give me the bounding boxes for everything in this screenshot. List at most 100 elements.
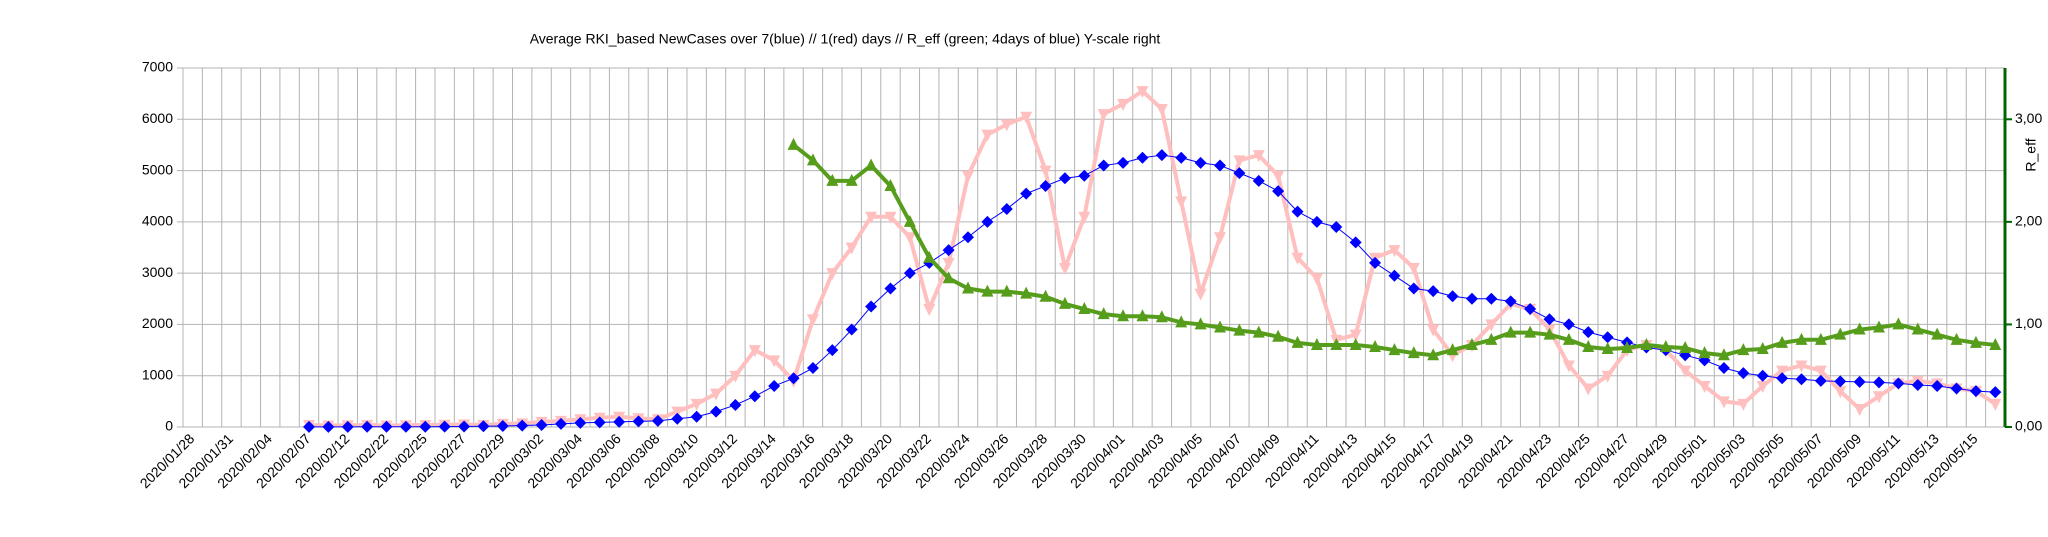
data-marker: [748, 345, 761, 358]
data-marker: [1175, 315, 1188, 328]
data-marker: [1814, 365, 1827, 378]
data-marker: [845, 242, 858, 255]
data-marker: [942, 271, 955, 284]
data-marker: [1117, 309, 1130, 322]
data-marker: [1039, 289, 1052, 302]
data-marker: [1233, 323, 1246, 336]
data-marker: [361, 420, 374, 433]
data-marker: [1272, 329, 1285, 342]
data-marker: [1834, 375, 1847, 388]
data-marker: [1465, 337, 1478, 350]
data-marker: [1252, 150, 1265, 163]
data-marker: [1136, 151, 1149, 164]
data-marker: [1078, 302, 1091, 315]
data-marker: [1310, 273, 1323, 286]
data-marker: [1950, 382, 1963, 395]
data-marker: [1349, 236, 1362, 249]
data-marker: [380, 420, 393, 433]
data-marker: [1058, 263, 1071, 276]
data-marker: [690, 410, 703, 423]
data-marker: [1272, 170, 1285, 183]
data-marker: [845, 173, 858, 186]
data-marker: [554, 417, 567, 430]
y2-tick-label: 3,00: [2015, 110, 2042, 126]
data-marker: [671, 412, 684, 425]
data-marker: [1272, 185, 1285, 198]
data-marker: [1427, 285, 1440, 298]
data-marker: [1194, 156, 1207, 169]
data-marker: [1873, 320, 1886, 333]
data-marker: [1524, 303, 1537, 316]
data-marker: [1078, 169, 1091, 182]
data-marker: [710, 405, 723, 418]
data-marker: [1717, 348, 1730, 361]
data-marker: [1310, 215, 1323, 228]
data-marker: [1000, 284, 1013, 297]
data-marker: [1330, 220, 1343, 233]
data-marker: [768, 355, 781, 368]
data-marker: [903, 214, 916, 227]
data-marker: [1543, 327, 1556, 340]
y2-tick-label: 2,00: [2015, 213, 2042, 229]
data-marker: [1388, 343, 1401, 356]
y-tick-label: 1000: [142, 366, 173, 382]
data-marker: [865, 158, 878, 171]
data-marker: [1097, 307, 1110, 320]
data-marker: [1330, 337, 1343, 350]
data-marker: [1737, 343, 1750, 356]
y-tick-label: 3000: [142, 264, 173, 280]
data-marker: [1136, 309, 1149, 322]
data-marker: [1465, 292, 1478, 305]
data-marker: [865, 300, 878, 313]
data-marker: [1310, 337, 1323, 350]
data-marker: [1582, 339, 1595, 352]
data-marker: [748, 390, 761, 403]
data-marker: [1911, 322, 1924, 335]
data-marker: [1659, 339, 1672, 352]
data-marker: [923, 250, 936, 263]
data-marker: [438, 420, 451, 433]
data-marker: [962, 231, 975, 244]
data-marker: [1717, 362, 1730, 375]
data-marker: [1349, 337, 1362, 350]
data-marker: [1524, 325, 1537, 338]
data-marker: [962, 281, 975, 294]
data-marker: [1698, 346, 1711, 359]
data-marker: [651, 414, 664, 427]
data-marker: [845, 323, 858, 336]
data-marker: [535, 418, 548, 431]
data-marker: [1756, 342, 1769, 355]
data-marker: [903, 267, 916, 280]
data-marker: [1446, 343, 1459, 356]
data-marker: [399, 420, 412, 433]
data-marker: [826, 173, 839, 186]
data-marker: [1117, 98, 1130, 111]
data-marker: [341, 420, 354, 433]
data-marker: [690, 398, 703, 411]
data-marker: [1853, 375, 1866, 388]
data-marker: [1911, 378, 1924, 391]
data-marker: [1427, 348, 1440, 361]
data-marker: [884, 178, 897, 191]
data-marker: [1233, 155, 1246, 168]
data-marker: [981, 215, 994, 228]
data-marker: [1814, 374, 1827, 387]
data-marker: [1000, 203, 1013, 216]
data-marker: [806, 153, 819, 166]
data-marker: [1931, 327, 1944, 340]
data-marker: [1078, 211, 1091, 224]
data-marker: [1291, 252, 1304, 265]
data-marker: [710, 388, 723, 401]
data-marker: [1155, 310, 1168, 323]
data-marker: [884, 282, 897, 295]
data-marker: [1737, 367, 1750, 380]
data-marker: [942, 257, 955, 270]
data-marker: [1950, 332, 1963, 345]
data-marker: [1698, 380, 1711, 393]
data-marker: [1504, 325, 1517, 338]
data-marker: [1969, 385, 1982, 398]
data-marker: [1679, 365, 1692, 378]
data-marker: [1388, 269, 1401, 282]
data-marker: [1621, 341, 1634, 354]
data-marker: [1601, 331, 1614, 344]
